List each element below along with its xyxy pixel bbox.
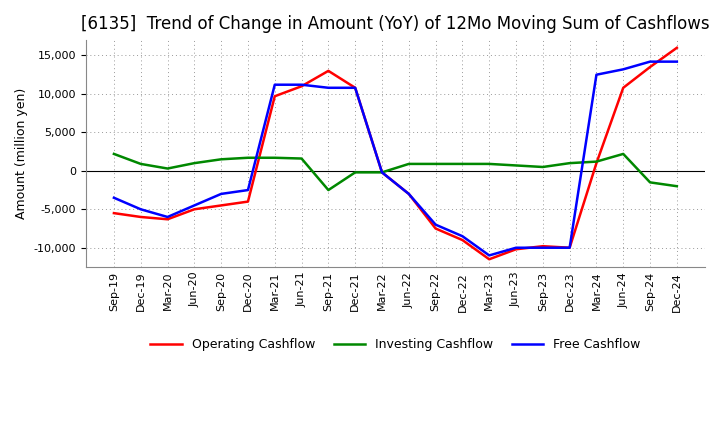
Line: Investing Cashflow: Investing Cashflow — [114, 154, 677, 190]
Free Cashflow — [243, 187, 252, 193]
Investing Cashflow — [565, 161, 574, 166]
Free Cashflow — [485, 253, 493, 258]
Free Cashflow — [405, 191, 413, 197]
Investing Cashflow — [136, 161, 145, 167]
Operating Cashflow — [431, 226, 440, 231]
Free Cashflow — [619, 67, 628, 72]
Operating Cashflow — [271, 94, 279, 99]
Free Cashflow — [109, 195, 118, 200]
Investing Cashflow — [592, 159, 600, 164]
Investing Cashflow — [458, 161, 467, 167]
Free Cashflow — [163, 214, 172, 220]
Free Cashflow — [539, 245, 547, 250]
Free Cashflow — [297, 82, 306, 88]
Operating Cashflow — [405, 191, 413, 197]
Operating Cashflow — [109, 210, 118, 216]
Operating Cashflow — [565, 245, 574, 250]
Investing Cashflow — [539, 165, 547, 170]
Investing Cashflow — [109, 151, 118, 157]
Free Cashflow — [378, 170, 387, 175]
Operating Cashflow — [324, 68, 333, 73]
Free Cashflow — [136, 207, 145, 212]
Operating Cashflow — [243, 199, 252, 204]
Y-axis label: Amount (million yen): Amount (million yen) — [15, 88, 28, 219]
Operating Cashflow — [646, 64, 654, 70]
Free Cashflow — [592, 72, 600, 77]
Investing Cashflow — [243, 155, 252, 161]
Investing Cashflow — [324, 187, 333, 193]
Operating Cashflow — [378, 170, 387, 175]
Line: Operating Cashflow: Operating Cashflow — [114, 48, 677, 259]
Operating Cashflow — [190, 207, 199, 212]
Operating Cashflow — [458, 238, 467, 243]
Free Cashflow — [190, 203, 199, 208]
Operating Cashflow — [672, 45, 681, 51]
Operating Cashflow — [539, 244, 547, 249]
Operating Cashflow — [217, 203, 225, 208]
Investing Cashflow — [405, 161, 413, 167]
Free Cashflow — [646, 59, 654, 64]
Free Cashflow — [217, 191, 225, 197]
Investing Cashflow — [485, 161, 493, 167]
Investing Cashflow — [297, 156, 306, 161]
Operating Cashflow — [485, 257, 493, 262]
Line: Free Cashflow: Free Cashflow — [114, 62, 677, 255]
Operating Cashflow — [619, 85, 628, 91]
Free Cashflow — [512, 245, 521, 250]
Investing Cashflow — [271, 155, 279, 161]
Investing Cashflow — [672, 183, 681, 189]
Investing Cashflow — [351, 170, 359, 175]
Operating Cashflow — [592, 161, 600, 166]
Operating Cashflow — [136, 214, 145, 220]
Free Cashflow — [565, 245, 574, 250]
Investing Cashflow — [431, 161, 440, 167]
Free Cashflow — [672, 59, 681, 64]
Investing Cashflow — [378, 170, 387, 175]
Operating Cashflow — [297, 84, 306, 89]
Investing Cashflow — [217, 157, 225, 162]
Legend: Operating Cashflow, Investing Cashflow, Free Cashflow: Operating Cashflow, Investing Cashflow, … — [145, 333, 645, 356]
Investing Cashflow — [512, 163, 521, 168]
Free Cashflow — [458, 234, 467, 239]
Operating Cashflow — [512, 247, 521, 252]
Investing Cashflow — [619, 151, 628, 157]
Investing Cashflow — [190, 161, 199, 166]
Free Cashflow — [431, 222, 440, 227]
Title: [6135]  Trend of Change in Amount (YoY) of 12Mo Moving Sum of Cashflows: [6135] Trend of Change in Amount (YoY) o… — [81, 15, 710, 33]
Free Cashflow — [351, 85, 359, 91]
Free Cashflow — [324, 85, 333, 91]
Free Cashflow — [271, 82, 279, 88]
Operating Cashflow — [163, 216, 172, 222]
Operating Cashflow — [351, 85, 359, 91]
Investing Cashflow — [163, 166, 172, 171]
Investing Cashflow — [646, 180, 654, 185]
